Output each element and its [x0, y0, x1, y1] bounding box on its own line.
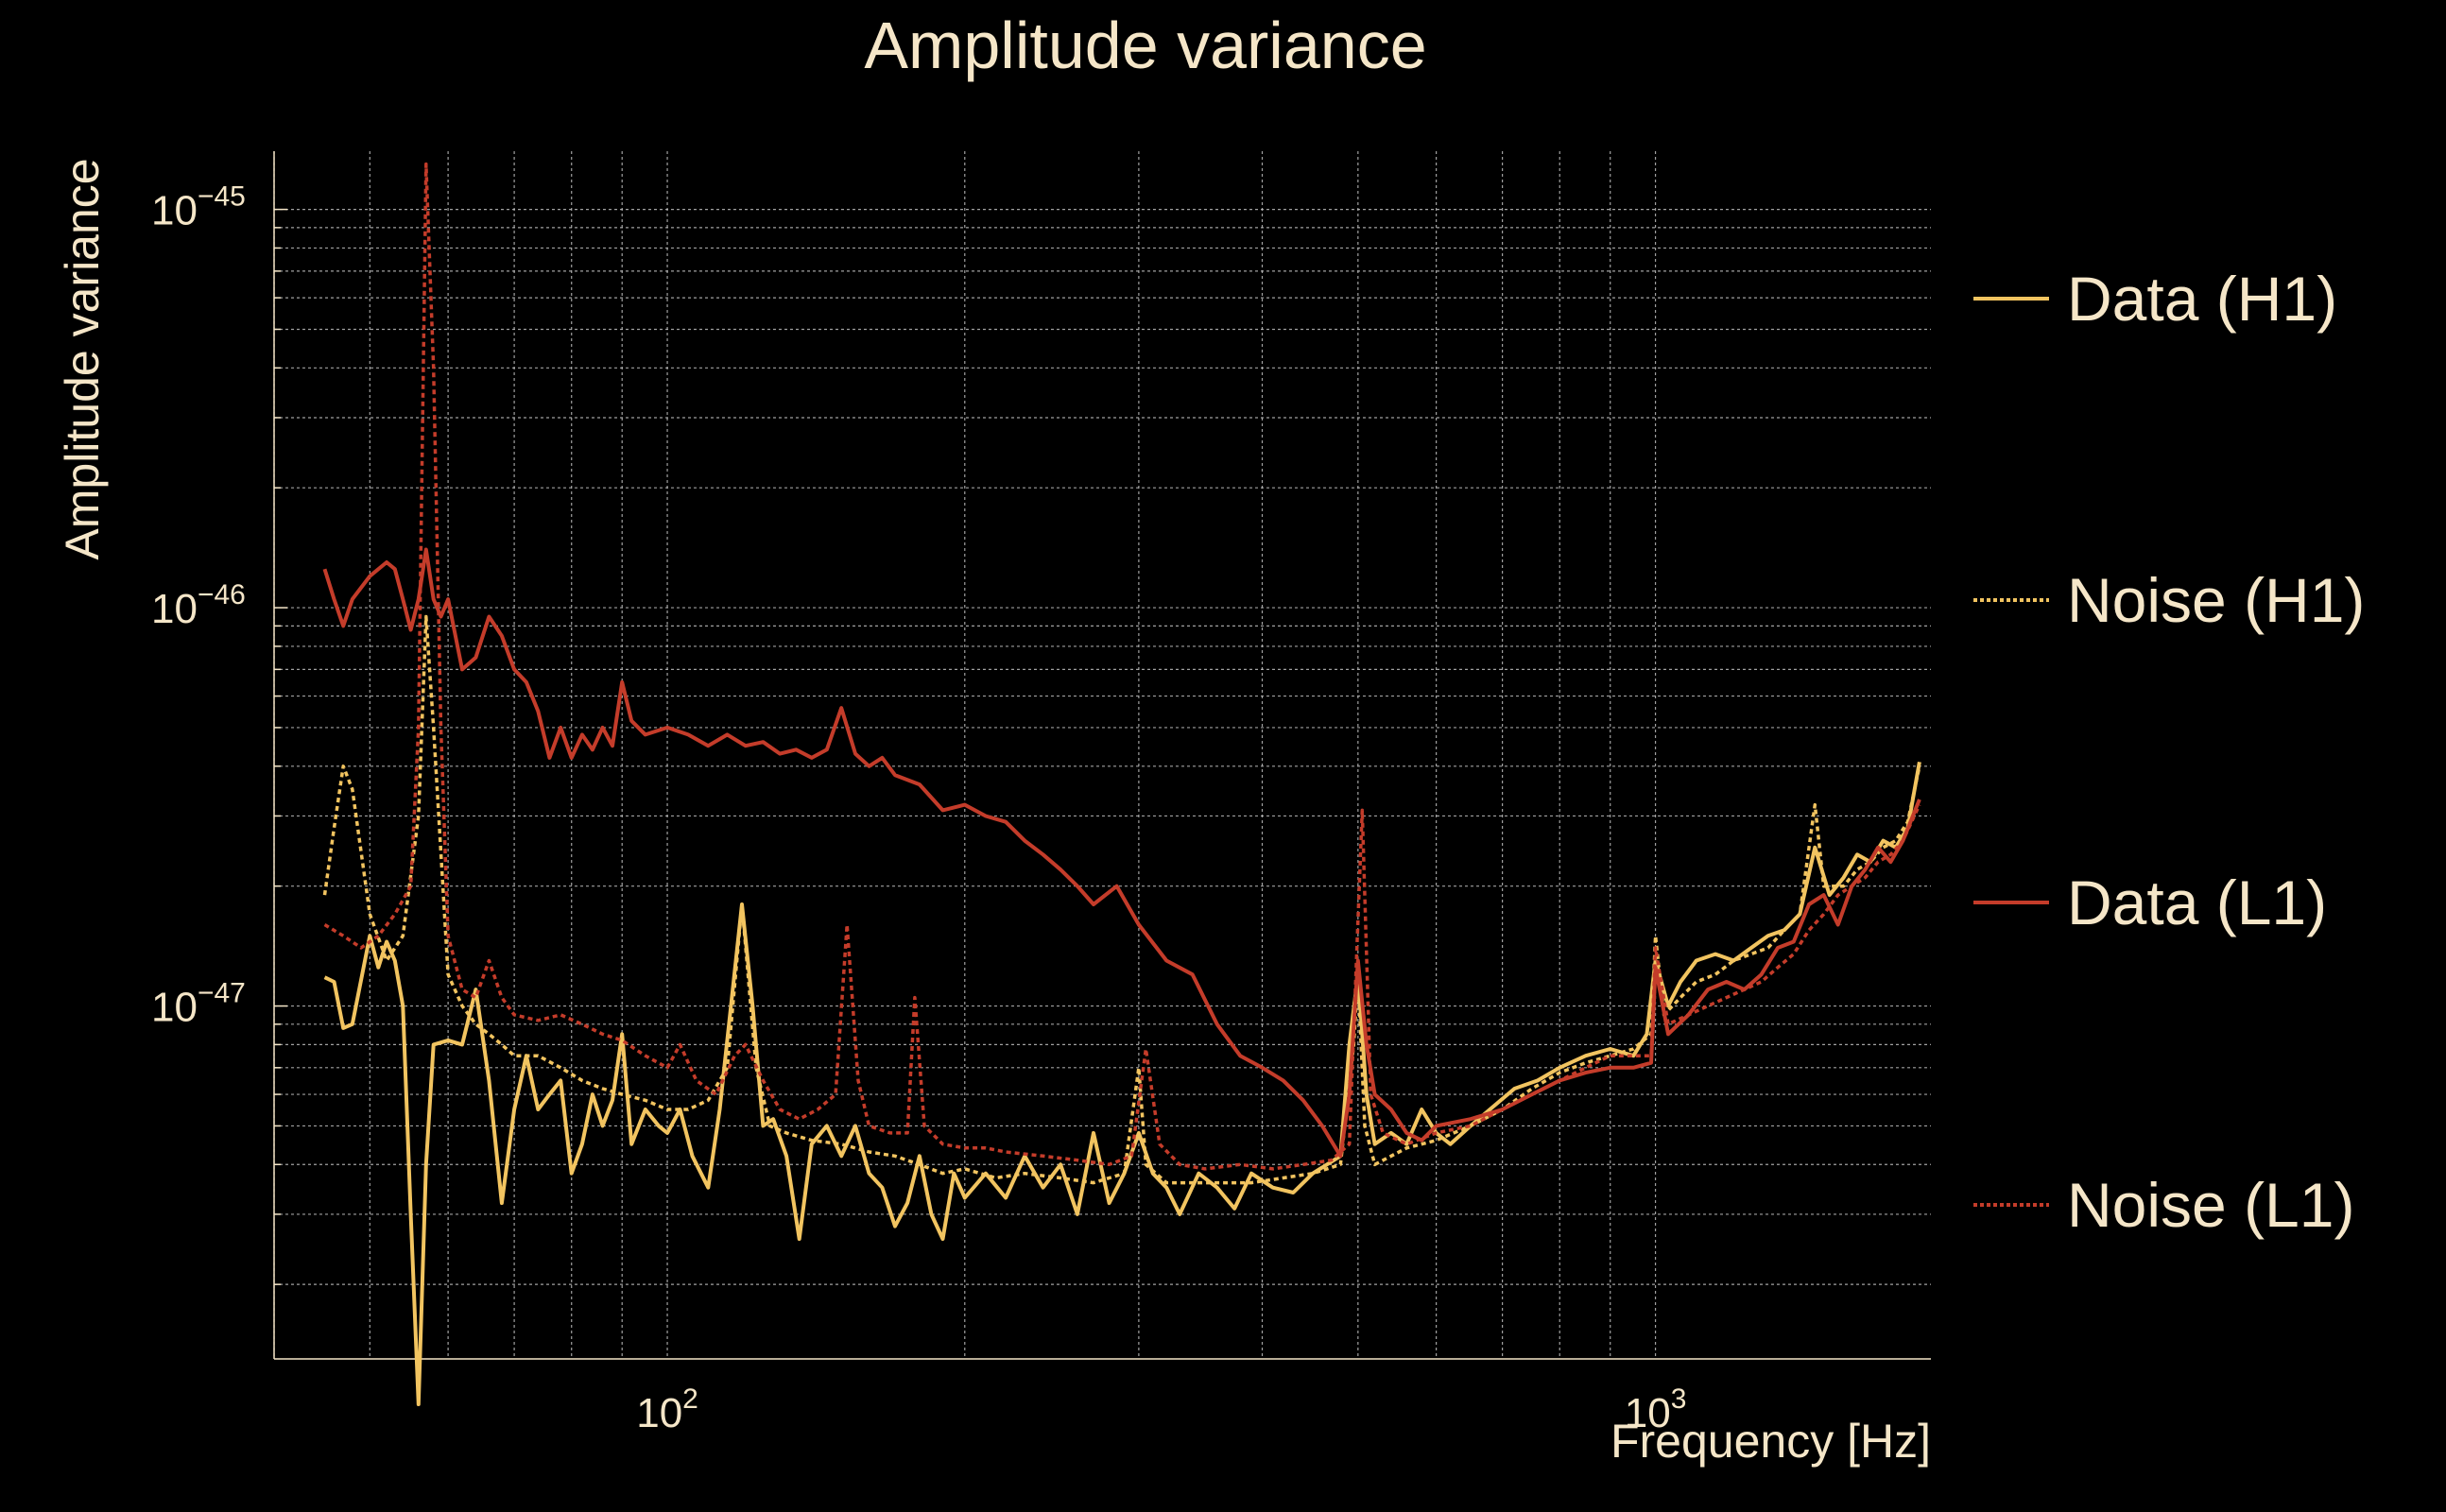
- series-line-noise-h1: [322, 614, 1921, 1185]
- series-group: [322, 162, 1921, 1406]
- legend-label: Data (L1): [2067, 868, 2327, 937]
- y-tick-labels: 10−47 10−46 10−45: [151, 181, 246, 1031]
- axes: [273, 151, 1931, 1360]
- series-line-noise-l1: [323, 162, 1921, 1171]
- x-tick-label: 102: [636, 1383, 698, 1436]
- chart-title: Amplitude variance: [864, 9, 1426, 82]
- legend-label: Noise (H1): [2067, 565, 2365, 635]
- y-tick-label: 10−45: [151, 181, 246, 234]
- legend: Data (H1) Noise (H1) Data (L1) Noise (L1): [1973, 264, 2365, 1240]
- y-axis-label: Amplitude variance: [56, 158, 109, 559]
- y-tick-label: 10−47: [151, 978, 246, 1031]
- y-tick-label: 10−46: [151, 579, 246, 632]
- x-tick-label: 103: [1625, 1383, 1687, 1436]
- series-line-data-h1: [323, 761, 1921, 1406]
- legend-label: Data (H1): [2067, 264, 2337, 334]
- series-line-data-l1: [322, 547, 1921, 1159]
- x-tick-labels: 102 103: [636, 1383, 1686, 1436]
- x-axis-label: Frequency [Hz]: [1611, 1415, 1931, 1468]
- legend-label: Noise (L1): [2067, 1170, 2354, 1240]
